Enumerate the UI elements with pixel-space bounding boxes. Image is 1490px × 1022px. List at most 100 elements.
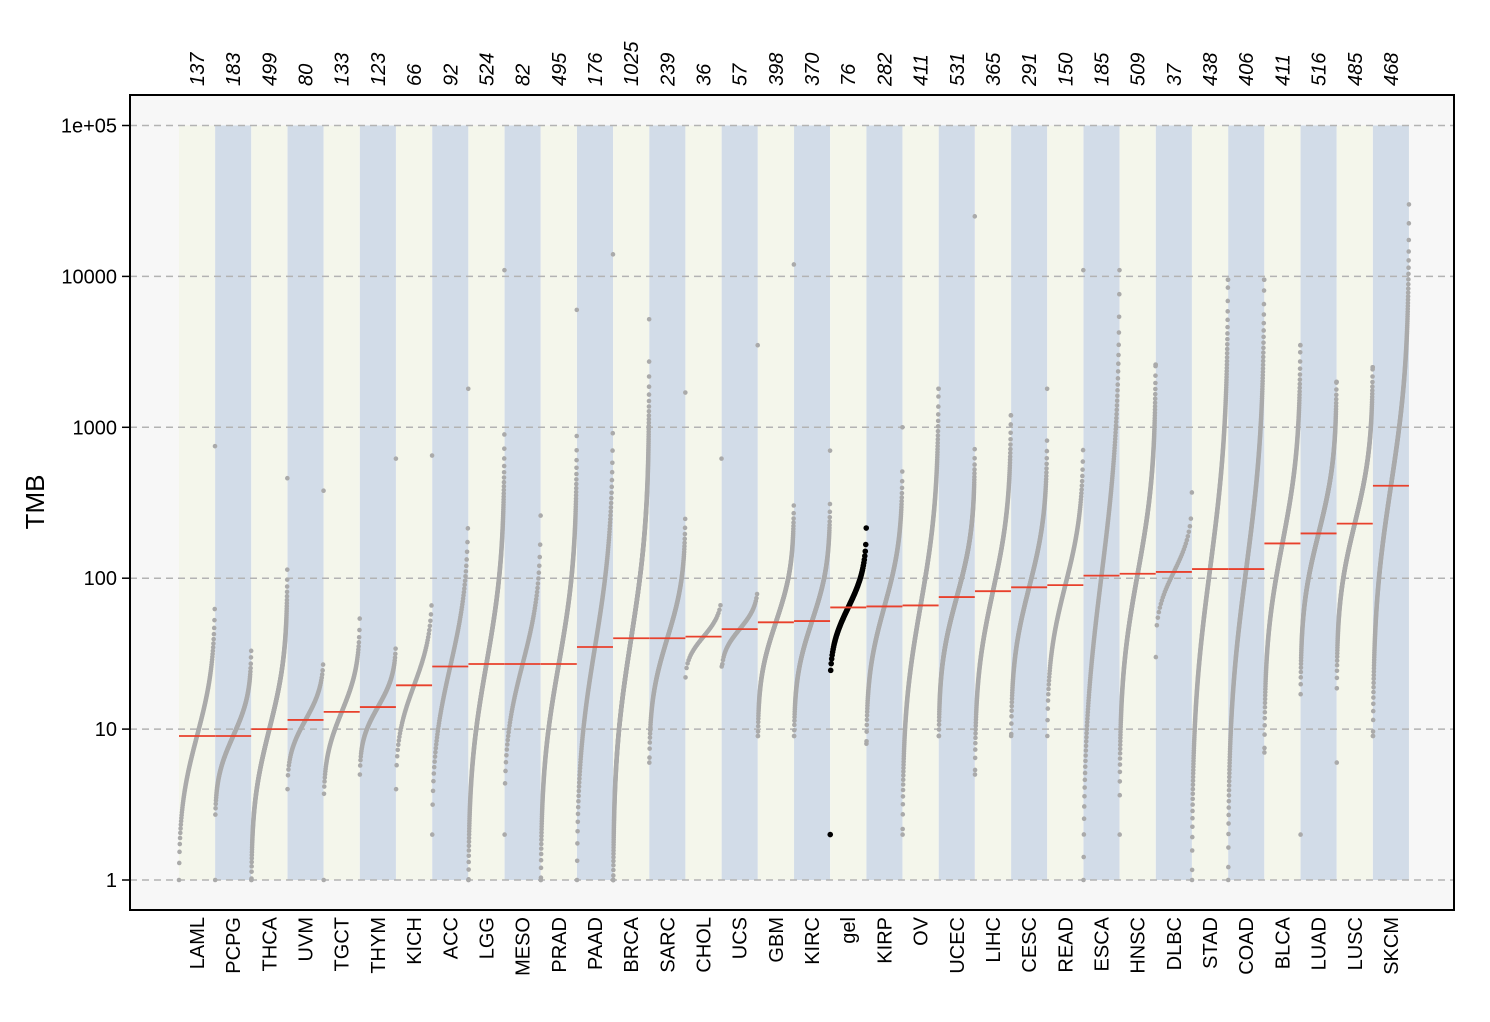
data-point — [463, 569, 469, 574]
data-point — [754, 591, 760, 597]
data-point — [538, 851, 544, 857]
band-skcm — [1372, 125, 1409, 880]
data-point — [213, 812, 218, 817]
data-point — [682, 525, 688, 531]
data-point — [176, 860, 182, 866]
data-point — [248, 655, 254, 660]
data-point — [684, 665, 689, 671]
data-point — [755, 733, 761, 739]
data-point — [501, 469, 507, 475]
data-point — [682, 540, 687, 546]
data-point — [682, 536, 688, 542]
data-point — [609, 477, 615, 483]
data-point — [248, 665, 253, 671]
data-point — [178, 822, 184, 827]
data-point — [827, 448, 833, 453]
data-point — [682, 531, 688, 537]
data-point — [210, 648, 216, 654]
data-point — [176, 877, 182, 883]
data-point — [433, 749, 438, 755]
data-point — [792, 722, 797, 728]
data-point — [396, 742, 401, 748]
data-point — [538, 865, 544, 871]
data-point — [430, 788, 436, 794]
data-point — [791, 503, 797, 508]
data-point — [211, 625, 217, 631]
data-point — [213, 805, 218, 811]
data-point — [431, 764, 437, 770]
data-point — [212, 617, 217, 623]
band-blca — [1264, 125, 1301, 880]
data-point — [574, 307, 580, 313]
data-point — [429, 832, 435, 837]
band-esca — [1083, 125, 1120, 880]
data-point — [284, 589, 290, 595]
data-point — [502, 446, 507, 451]
data-point — [249, 855, 255, 861]
data-point — [466, 848, 472, 853]
band-cesc — [1011, 125, 1048, 880]
data-point — [536, 576, 541, 581]
data-point — [717, 607, 722, 613]
data-point — [285, 786, 290, 792]
data-point — [249, 859, 255, 865]
band-meso — [504, 125, 541, 880]
data-point — [574, 448, 579, 453]
data-point — [538, 513, 543, 518]
band-gbm — [757, 125, 794, 880]
data-point — [466, 867, 471, 872]
data-point — [502, 267, 507, 273]
data-point — [432, 759, 437, 764]
data-point — [466, 877, 471, 882]
data-point — [210, 645, 216, 650]
data-point — [647, 760, 652, 765]
data-point — [503, 768, 508, 774]
data-point — [285, 773, 291, 778]
band-laml — [179, 125, 215, 880]
data-point — [574, 477, 579, 482]
data-point — [646, 316, 652, 322]
data-point — [431, 771, 437, 776]
data-point — [646, 392, 652, 397]
band-acc — [432, 125, 469, 880]
data-point — [755, 723, 761, 729]
data-point — [538, 857, 544, 863]
data-point — [357, 627, 362, 633]
data-point — [646, 408, 652, 414]
data-point — [864, 717, 870, 723]
data-point — [791, 516, 796, 521]
data-point — [574, 433, 580, 439]
data-point — [395, 747, 401, 753]
data-point — [321, 791, 327, 797]
data-point — [464, 549, 470, 555]
data-point — [428, 618, 433, 624]
data-point — [431, 778, 436, 784]
data-point — [177, 841, 183, 847]
band-ucec — [938, 125, 975, 880]
band-lusc — [1336, 125, 1373, 880]
data-point — [611, 873, 616, 878]
band-coad — [1228, 125, 1265, 880]
data-point — [429, 603, 434, 608]
data-point — [864, 739, 869, 744]
band-gel — [830, 125, 867, 880]
data-point — [321, 784, 327, 789]
data-point — [608, 505, 614, 510]
data-point — [828, 660, 834, 667]
data-point — [393, 651, 398, 657]
data-point — [608, 509, 614, 514]
data-point — [576, 784, 582, 789]
data-point — [321, 877, 327, 883]
data-point — [574, 858, 580, 864]
data-point — [356, 640, 362, 645]
data-point — [393, 786, 399, 792]
data-point — [827, 519, 832, 524]
data-point — [574, 457, 579, 463]
data-point — [502, 432, 507, 437]
data-point — [284, 567, 290, 572]
data-point — [430, 802, 435, 807]
data-point — [212, 606, 218, 612]
band-kirc — [794, 125, 831, 880]
data-point — [646, 384, 652, 390]
data-point — [576, 793, 581, 799]
